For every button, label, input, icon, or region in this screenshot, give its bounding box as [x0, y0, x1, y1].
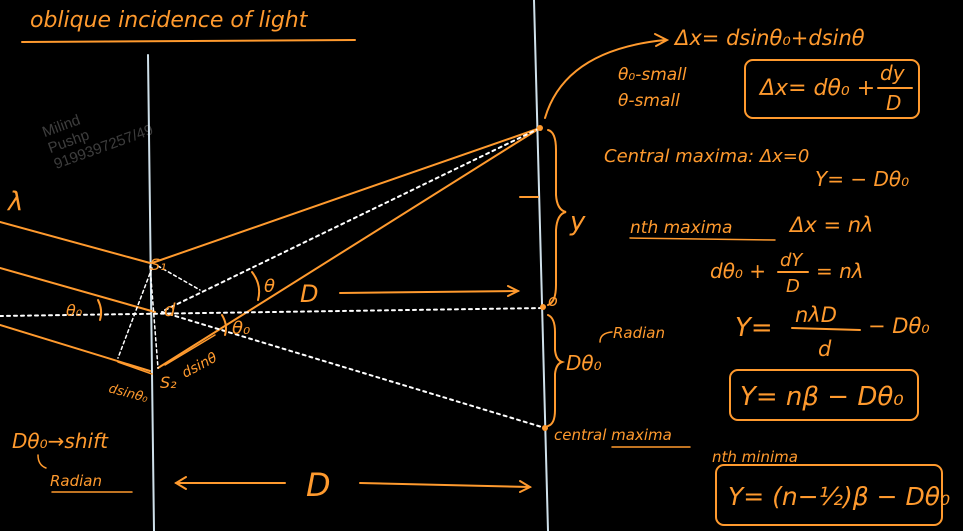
D-mid-label: D — [300, 280, 318, 308]
slit-connector — [149, 265, 159, 369]
s2-label: S₂ — [160, 373, 177, 392]
radian-left-hook — [37, 454, 47, 469]
eq-central-maxima: Central maxima: Δx=0 — [604, 146, 809, 167]
dsin-theta0-arrow — [117, 361, 153, 375]
curve-arrowhead — [654, 33, 670, 47]
eq-nth-minima: nth minima — [712, 448, 798, 466]
ray-center-to-p — [164, 127, 541, 311]
D-bottom-label: D — [306, 466, 331, 504]
eq-y-lhs: Y= — [735, 313, 773, 343]
central-maxima-label: central maxima — [554, 426, 672, 444]
eq-sum-den: D — [786, 276, 800, 297]
title-text: oblique incidence of light — [30, 8, 309, 33]
perp-foot-2 — [157, 265, 201, 291]
eq-sum-lhs: dθ₀ + — [710, 259, 766, 283]
eq-theta-small: θ-small — [618, 91, 680, 111]
curve-arrow-to-path-diff — [544, 39, 666, 119]
eq-y-central: Y= − Dθ₀ — [815, 167, 909, 191]
theta0-arc-center — [221, 314, 227, 336]
eq-boxed1-den: D — [886, 91, 901, 115]
box-minima — [715, 464, 943, 526]
eq-y-den: d — [818, 337, 832, 361]
eq-nth-cond: Δx = nλ — [788, 213, 873, 237]
dsin-theta-arrow — [164, 334, 216, 366]
incident-ray-3 — [0, 324, 151, 372]
box-maxima — [729, 369, 919, 421]
title-underline — [21, 39, 356, 43]
d-label: d — [164, 300, 176, 321]
radian-center-label: Radian — [613, 324, 665, 342]
eq-theta0-small: θ₀-small — [618, 65, 687, 85]
y-label: y — [569, 207, 586, 237]
theta0-center-label: θ₀ — [232, 318, 250, 339]
nth-maxima-underline — [629, 237, 776, 241]
theta0-left-label: θ₀ — [66, 301, 83, 320]
eq-sum-rhs: = nλ — [816, 259, 864, 283]
dsin-theta-label: dsinθ — [179, 350, 220, 382]
brace-y — [547, 129, 567, 306]
point-O — [540, 304, 546, 310]
slit-plane-line — [147, 54, 155, 531]
eq-nth-maxima: nth maxima — [630, 218, 732, 238]
incident-ray-2 — [0, 267, 156, 313]
point-P — [537, 125, 543, 131]
ray-s2-to-p — [157, 127, 541, 369]
eq-sum-num: dY — [780, 250, 804, 271]
y-fraction-bar — [791, 327, 861, 331]
ray-s1-to-p — [151, 127, 541, 264]
D-bottom-arrowhead-right — [519, 480, 533, 493]
eq-y-num: nλD — [795, 303, 837, 327]
center-axis — [0, 307, 546, 317]
eq-boxed2: Y= nβ − Dθ₀ — [740, 382, 904, 412]
eq-path-diff: Δx= dsinθ₀+dsinθ — [673, 26, 865, 50]
D-theta0-label: Dθ₀ — [566, 351, 602, 375]
shift-label: Dθ₀→shift — [12, 429, 109, 453]
eq-boxed1-lhs: Δx= dθ₀ + — [758, 76, 875, 101]
perp-foot-1 — [117, 267, 153, 359]
D-mid-arrowhead — [507, 285, 521, 297]
theta0-arc-left — [97, 299, 103, 321]
theta-arc — [251, 271, 261, 301]
eq-boxed3: Y= (n−½)β − Dθ₀ — [728, 482, 950, 511]
lambda-label: λ — [6, 187, 23, 217]
screen-line — [533, 0, 549, 531]
box-path-diff — [744, 59, 920, 119]
dsin-theta0-label: dsinθ₀ — [107, 381, 150, 406]
D-bottom-arrowhead-left — [174, 476, 187, 490]
eq-boxed1-num: dy — [880, 61, 906, 85]
brace-Dtheta0 — [547, 314, 566, 427]
D-bottom-arrow-right — [359, 482, 531, 488]
point-central-maxima — [542, 425, 548, 431]
s1-label: S₁ — [150, 255, 167, 274]
theta-label: θ — [264, 276, 275, 297]
origin-label: o — [548, 291, 558, 310]
incident-ray-1 — [0, 221, 151, 264]
D-mid-arrow — [339, 290, 519, 294]
radian-left-label: Radian — [50, 472, 102, 490]
radian-center-arrow — [599, 331, 613, 343]
eq-y-rhs: − Dθ₀ — [868, 314, 930, 338]
